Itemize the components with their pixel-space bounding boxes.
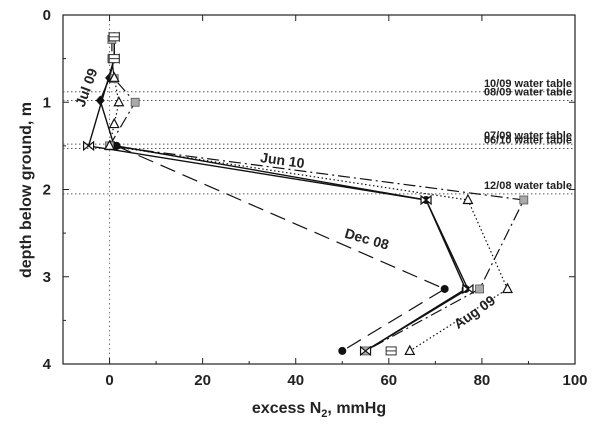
y-tick-label: 3: [43, 269, 51, 286]
x-axis-title-subscript: 2: [321, 408, 327, 420]
data-point-triangle: [113, 95, 125, 107]
water-table-label: 10/09 water table: [484, 78, 572, 90]
x-tick-label: 80: [474, 372, 491, 389]
y-tick-label: 1: [43, 94, 51, 111]
water-table-label: 06/10 water table: [484, 134, 572, 146]
data-point-square: [130, 97, 140, 107]
x-axis-title: excess N2, mmHg: [252, 400, 386, 420]
data-point-bowtie: [462, 283, 474, 295]
x-tick-label: 20: [194, 372, 211, 389]
y-tick-label: 4: [43, 356, 52, 373]
data-point-bowtie: [420, 194, 432, 206]
series-line: [108, 39, 525, 352]
data-point-circle: [112, 141, 121, 150]
data-point-triangle: [108, 117, 120, 129]
x-tick-label: 40: [287, 372, 304, 389]
x-tick-label: 60: [380, 372, 397, 389]
data-point-bowtie: [83, 140, 95, 152]
series-annotation: Aug 09: [451, 292, 499, 332]
data-point-triangle: [108, 71, 120, 82]
y-tick-label: 0: [43, 7, 51, 24]
data-point-circle: [440, 284, 449, 293]
data-point-square: [475, 284, 484, 294]
data-point-triangle: [104, 139, 116, 150]
water-table-label: 07/09 water table: [484, 130, 572, 142]
x-axis-title-unit: , mmHg: [327, 400, 386, 417]
series-line: [116, 145, 467, 352]
y-axis-title: depth below ground, m: [18, 102, 35, 278]
data-point-bowtie: [359, 345, 372, 357]
series-annotation: Jul 09: [72, 66, 101, 109]
series-markers-layer: [83, 31, 529, 357]
x-tick-label: 0: [105, 372, 113, 389]
series-annotation: Jun 10: [259, 149, 305, 171]
series-annotation: Dec 08: [343, 225, 391, 253]
data-point-square: [519, 195, 529, 205]
y-tick-label: 2: [43, 182, 51, 199]
x-axis-title-main: excess N: [252, 400, 321, 417]
series-line: [116, 145, 447, 352]
series-lines-layer: [87, 36, 525, 352]
water-table-label: 12/08 water table: [484, 180, 572, 192]
axes-layer: 0 20 40 60 80 100 0 1 2 3 4: [43, 7, 588, 389]
water-table-label: 08/09 water table: [484, 87, 572, 99]
data-point-triangle: [462, 193, 474, 205]
data-point-diamond: [95, 95, 105, 106]
data-point-triangle: [404, 344, 416, 356]
x-tick-label: 100: [562, 372, 587, 389]
series-line: [108, 77, 509, 352]
data-point-triangle: [502, 282, 514, 294]
data-point-circle: [338, 346, 347, 355]
